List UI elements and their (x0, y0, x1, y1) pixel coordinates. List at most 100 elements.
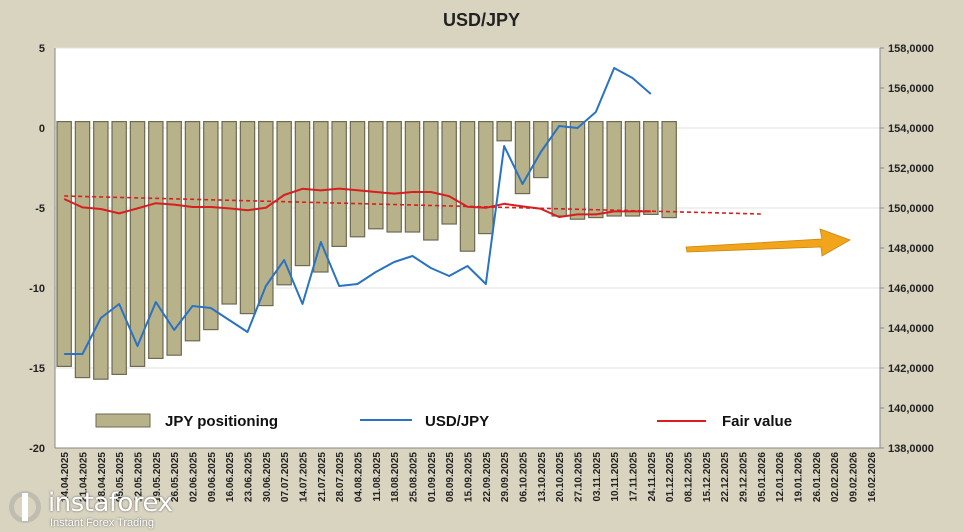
legend-label-fair-value: Fair value (722, 413, 792, 430)
positioning-bar (184, 120, 201, 342)
fair-value-line (63, 187, 651, 218)
left-tick-label: 5 (39, 43, 45, 55)
brand-tagline: Instant Forex Trading (50, 517, 154, 529)
positioning-bar (129, 120, 146, 368)
x-tick-label: 21.04.2025 (79, 452, 90, 502)
x-tick-label: 22.09.2025 (482, 452, 493, 502)
positioning-bar (221, 120, 237, 305)
positioning-bar (294, 120, 311, 267)
x-tick-label: 28.07.2025 (335, 452, 346, 502)
x-tick-label: 05.01.2026 (757, 452, 768, 502)
x-tick-label: 27.10.2025 (574, 452, 585, 502)
x-tick-label: 16.06.2025 (225, 452, 236, 502)
positioning-bar (661, 120, 677, 219)
left-tick-label: -15 (29, 363, 45, 375)
x-tick-label: 02.06.2025 (189, 452, 200, 502)
forecast-arrow (685, 228, 851, 257)
positioning-bar (386, 120, 402, 233)
x-tick-label: 12.01.2026 (775, 452, 786, 502)
x-tick-label: 18.08.2025 (390, 452, 401, 502)
x-tick-label: 04.08.2025 (354, 452, 365, 502)
brand-logo: instaforex Instant Forex Trading (8, 488, 208, 529)
right-tick-label: 140,0000 (888, 403, 934, 415)
positioning-bar (56, 120, 72, 368)
positioning-bar (588, 120, 604, 219)
x-tick-label: 13.10.2025 (537, 452, 548, 502)
right-tick-label: 158,0000 (888, 43, 934, 55)
chart-title: USD/JPY (442, 10, 521, 30)
positioning-bar (239, 120, 256, 315)
positioning-bar (313, 120, 329, 273)
x-tick-label: 12.05.2025 (134, 452, 145, 502)
positioning-bar (606, 120, 622, 217)
right-tick-label: 146,0000 (888, 283, 934, 295)
x-tick-label: 23.06.2025 (244, 452, 255, 502)
positioning-bar (74, 120, 91, 379)
legend-label-positioning: JPY positioning (165, 413, 278, 430)
x-tick-label: 21.07.2025 (317, 452, 328, 502)
positioning-bar (331, 120, 347, 248)
x-tick-label: 30.06.2025 (262, 452, 273, 502)
positioning-bar (148, 120, 164, 360)
positioning-bar (441, 120, 457, 225)
x-tick-label: 07.07.2025 (280, 452, 291, 502)
x-tick-label: 10.11.2025 (610, 452, 621, 502)
positioning-bar (551, 120, 567, 217)
positioning-bar (496, 120, 512, 142)
x-tick-label: 09.06.2025 (207, 452, 218, 502)
x-tick-label: 14.07.2025 (299, 452, 310, 502)
positioning-bar (569, 120, 586, 220)
x-tick-label: 20.10.2025 (555, 452, 566, 502)
x-tick-label: 15.09.2025 (464, 452, 475, 502)
legend-label-usdjpy: USD/JPY (425, 413, 489, 430)
x-tick-label: 14.04.2025 (60, 452, 71, 502)
x-tick-label: 11.08.2025 (372, 452, 383, 502)
right-tick-label: 154,0000 (888, 123, 934, 135)
usdjpy-line (64, 67, 652, 355)
x-tick-label: 05.05.2025 (115, 452, 126, 502)
x-tick-label: 03.11.2025 (592, 452, 603, 502)
positioning-bar (459, 120, 476, 252)
positioning-bar (404, 120, 421, 233)
brand-name: instaforex (48, 488, 173, 518)
right-tick-label: 148,0000 (888, 243, 934, 255)
x-tick-label: 06.10.2025 (519, 452, 530, 502)
x-tick-label: 29.12.2025 (739, 452, 750, 502)
positioning-bar (643, 120, 659, 216)
positioning-bar (111, 120, 127, 376)
x-tick-label: 08.09.2025 (445, 452, 456, 502)
right-tick-label: 156,0000 (888, 83, 934, 95)
left-tick-label: 0 (39, 123, 45, 135)
right-tick-label: 152,0000 (888, 163, 934, 175)
legend-swatch-positioning (95, 413, 151, 428)
positioning-bar (166, 120, 182, 356)
x-tick-label: 19.01.2026 (794, 452, 805, 502)
right-tick-label: 138,0000 (888, 443, 934, 455)
right-tick-label: 144,0000 (888, 323, 934, 335)
positioning-bar (624, 120, 641, 217)
x-tick-label: 26.01.2026 (812, 452, 823, 502)
x-tick-label: 24.11.2025 (647, 452, 658, 502)
positioning-bar (203, 120, 219, 331)
right-tick-label: 150,0000 (888, 203, 934, 215)
positioning-bar (276, 120, 292, 286)
x-tick-label: 08.12.2025 (684, 452, 695, 502)
right-tick-label: 142,0000 (888, 363, 934, 375)
positioning-bar (533, 120, 549, 179)
x-tick-label: 26.05.2025 (170, 452, 181, 502)
x-tick-label: 02.02.2026 (830, 452, 841, 502)
left-tick-label: -10 (29, 283, 45, 295)
x-tick-label: 15.12.2025 (702, 452, 713, 502)
positioning-bar (368, 120, 384, 230)
positioning-bar (349, 120, 366, 238)
instaforex-logo-icon (9, 491, 41, 523)
positioning-bar (258, 120, 274, 307)
x-tick-label: 22.12.2025 (720, 452, 731, 502)
x-tick-label: 25.08.2025 (409, 452, 420, 502)
x-tick-label: 29.09.2025 (500, 452, 511, 502)
x-tick-label: 16.02.2026 (867, 452, 878, 502)
x-tick-label: 17.11.2025 (629, 452, 640, 502)
x-tick-label: 19.05.2025 (152, 452, 163, 502)
positioning-bar (423, 120, 439, 241)
